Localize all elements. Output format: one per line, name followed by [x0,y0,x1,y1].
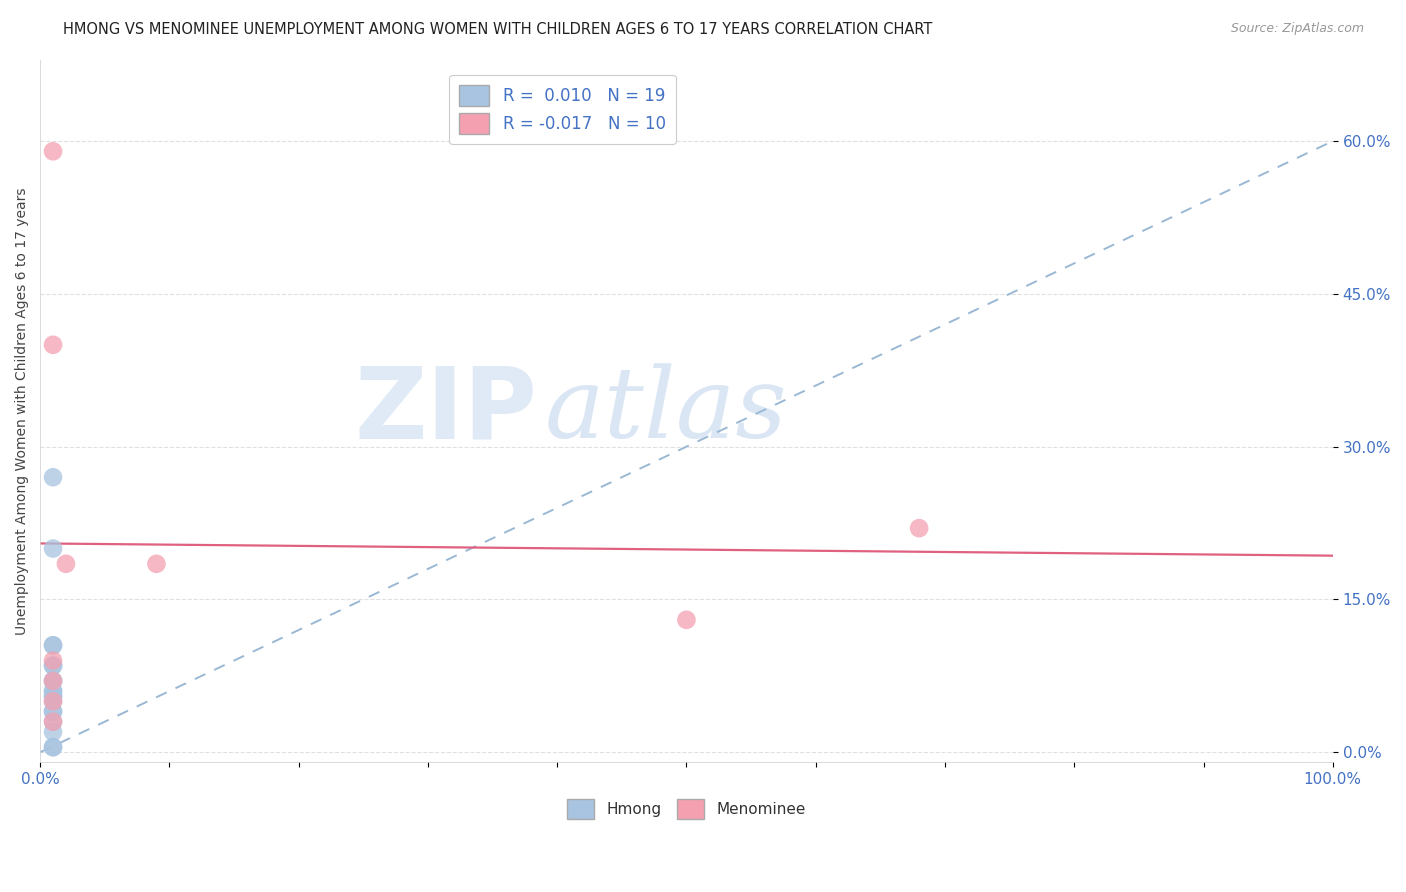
Point [42,658,65,673]
Point [42,694,65,708]
Y-axis label: Unemployment Among Women with Children Ages 6 to 17 years: Unemployment Among Women with Children A… [15,187,30,635]
Point [42,694,65,708]
Point [42,705,65,719]
Point [42,684,65,698]
Point [42,673,65,688]
Point [42,705,65,719]
Legend: Hmong, Menominee: Hmong, Menominee [561,793,813,825]
Point [42,740,65,755]
Point [42,638,65,652]
Point [42,714,65,729]
Point [42,690,65,704]
Point [42,658,65,673]
Point [42,145,65,159]
Point [42,654,65,668]
Text: ZIP: ZIP [354,362,537,459]
Text: atlas: atlas [544,363,787,458]
Point [42,673,65,688]
Point [42,338,65,352]
Point [55,557,77,571]
Text: HMONG VS MENOMINEE UNEMPLOYMENT AMONG WOMEN WITH CHILDREN AGES 6 TO 17 YEARS COR: HMONG VS MENOMINEE UNEMPLOYMENT AMONG WO… [63,22,932,37]
Point [908,521,931,535]
Point [675,613,697,627]
Point [42,714,65,729]
Point [42,541,65,556]
Point [145,557,167,571]
Point [42,684,65,698]
Point [42,690,65,704]
Point [42,470,65,484]
Point [42,740,65,755]
Text: Source: ZipAtlas.com: Source: ZipAtlas.com [1230,22,1364,36]
Point [42,638,65,652]
Point [42,724,65,739]
Point [42,673,65,688]
